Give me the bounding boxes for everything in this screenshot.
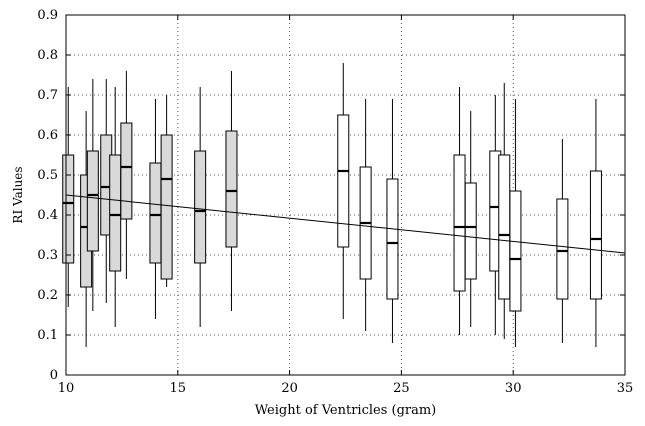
box-body bbox=[498, 154, 511, 300]
y-tick-label: 0.1 bbox=[37, 328, 58, 343]
box-body bbox=[109, 154, 122, 272]
y-axis-label: RI Values bbox=[11, 166, 25, 223]
box-gray bbox=[160, 95, 173, 287]
box-body bbox=[120, 122, 133, 220]
box-gray bbox=[86, 79, 99, 311]
y-tick-label: 0.8 bbox=[37, 48, 58, 63]
y-tick-label: 0.4 bbox=[37, 208, 58, 223]
x-tick-label: 30 bbox=[505, 381, 522, 396]
box-gray bbox=[100, 79, 113, 303]
box-body bbox=[337, 114, 350, 248]
box-body bbox=[386, 178, 399, 300]
y-axis-ticks: 0 0.1 0.2 0.3 0.4 0.5 0.6 0.7 0.8 0.9 bbox=[37, 8, 625, 383]
x-tick-label: 25 bbox=[393, 381, 410, 396]
box-body bbox=[225, 130, 238, 248]
trend-line-group bbox=[65, 194, 626, 254]
x-tick-label: 35 bbox=[617, 381, 634, 396]
box-body bbox=[589, 170, 602, 300]
y-tick-label: 0 bbox=[50, 368, 58, 383]
box-body bbox=[149, 162, 162, 264]
x-tick-label: 10 bbox=[58, 381, 75, 396]
box-body bbox=[464, 182, 477, 280]
box-white bbox=[589, 99, 602, 347]
box-body bbox=[62, 154, 75, 264]
box-body bbox=[194, 150, 207, 264]
box-white bbox=[556, 139, 569, 343]
box-gray bbox=[120, 71, 133, 279]
y-tick-label: 0.7 bbox=[37, 88, 58, 103]
x-axis-ticks: 10 15 20 25 30 35 bbox=[58, 15, 634, 396]
box-white bbox=[453, 87, 466, 335]
boxes-group bbox=[62, 63, 602, 347]
box-white bbox=[359, 99, 372, 331]
x-tick-label: 15 bbox=[170, 381, 187, 396]
box-body bbox=[453, 154, 466, 292]
box-gray bbox=[194, 87, 207, 327]
box-body bbox=[509, 190, 522, 312]
y-tick-label: 0.5 bbox=[37, 168, 58, 183]
x-axis-label: Weight of Ventricles (gram) bbox=[255, 403, 437, 418]
box-body bbox=[86, 150, 99, 252]
y-tick-label: 0.3 bbox=[37, 248, 58, 263]
box-gray bbox=[62, 87, 75, 307]
box-white bbox=[498, 83, 511, 339]
x-tick-label: 20 bbox=[281, 381, 298, 396]
plot-frame bbox=[65, 14, 626, 376]
y-tick-label: 0.2 bbox=[37, 288, 58, 303]
y-tick-label: 0.9 bbox=[37, 8, 58, 23]
y-tick-label: 0.6 bbox=[37, 128, 58, 143]
box-white bbox=[386, 99, 399, 343]
box-gray bbox=[225, 71, 238, 311]
box-body bbox=[160, 134, 173, 280]
trend-line bbox=[65, 194, 626, 254]
box-body bbox=[556, 198, 569, 300]
box-white bbox=[509, 99, 522, 347]
box-white bbox=[337, 63, 350, 319]
box-white bbox=[464, 111, 477, 327]
